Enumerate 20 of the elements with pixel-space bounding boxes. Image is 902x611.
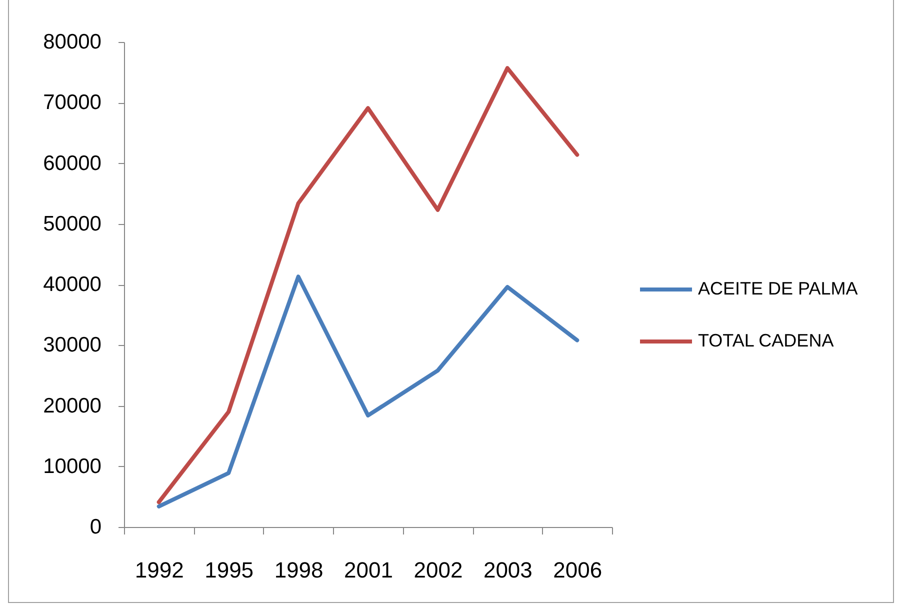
y-tick-label: 50000 [43, 212, 102, 236]
y-tick-label: 60000 [43, 152, 102, 175]
legend-label: TOTAL CADENA [698, 330, 834, 350]
legend-label: ACEITE DE PALMA [698, 278, 858, 298]
x-tick-label: 2002 [414, 558, 463, 582]
line-series [156, 274, 580, 508]
y-tick-label: 0 [90, 516, 102, 538]
line-series [156, 66, 580, 504]
y-tick-label: 30000 [43, 334, 102, 357]
y-tick-label: 20000 [43, 394, 102, 418]
x-tick-label: 2006 [553, 558, 602, 582]
x-tick-label: 2003 [483, 558, 532, 582]
x-tick-label: 1998 [274, 558, 324, 582]
y-tick-label: 70000 [43, 91, 102, 114]
y-tick-label: 40000 [43, 273, 102, 296]
x-tick-label: 1992 [134, 558, 184, 582]
y-tick-label: 10000 [43, 454, 102, 478]
x-tick-label: 2001 [344, 558, 393, 582]
y-tick-label: 80000 [43, 30, 102, 54]
x-tick-label: 1995 [204, 558, 254, 582]
